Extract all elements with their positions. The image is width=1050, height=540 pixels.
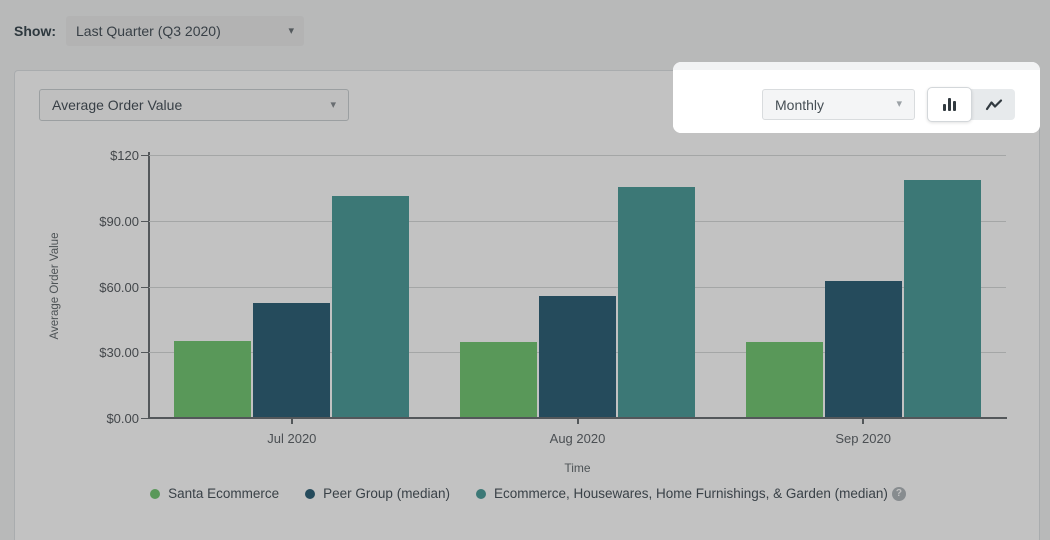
gridline <box>149 155 1006 156</box>
x-tick-label: Jul 2020 <box>267 431 317 446</box>
legend-label: Santa Ecommerce <box>168 486 280 501</box>
legend-item[interactable]: Ecommerce, Housewares, Home Furnishings,… <box>475 486 906 501</box>
x-tick-label: Aug 2020 <box>549 431 606 446</box>
show-label: Show: <box>14 23 56 39</box>
chart-panel: Average Order Value ▾ Average Order Valu… <box>14 70 1040 540</box>
x-axis-line <box>148 417 1007 419</box>
interval-selector-value: Monthly <box>775 96 825 113</box>
bar[interactable] <box>539 296 616 417</box>
y-axis-tick <box>141 220 148 222</box>
legend-swatch <box>150 488 161 499</box>
x-axis-tick <box>576 419 579 424</box>
y-axis-tick <box>141 155 148 156</box>
bar[interactable] <box>824 281 902 417</box>
x-tick-label: Sep 2020 <box>835 431 891 446</box>
y-tick-label: $90.00 <box>99 213 139 229</box>
y-axis-tick <box>141 352 148 354</box>
chevron-down-icon: ▾ <box>330 98 336 111</box>
toolbar: Show: Last Quarter (Q3 2020) ▾ <box>14 16 304 46</box>
x-axis-title: Time <box>564 461 591 475</box>
line-chart-toggle-button[interactable] <box>972 89 1015 120</box>
legend-swatch <box>475 488 486 499</box>
bar[interactable] <box>745 341 823 417</box>
legend-item[interactable]: Santa Ecommerce <box>150 486 279 501</box>
metric-selector-value: Average Order Value <box>52 97 183 113</box>
y-axis-tick <box>141 286 148 288</box>
legend-item[interactable]: Peer Group (median) <box>305 486 450 501</box>
chevron-down-icon: ▾ <box>896 98 902 110</box>
y-tick-label: $120 <box>110 148 139 163</box>
bar[interactable] <box>174 341 252 417</box>
y-tick-label: $30.00 <box>99 345 139 361</box>
help-icon[interactable]: ? <box>891 486 906 501</box>
bar[interactable] <box>332 195 410 417</box>
period-selector[interactable]: Last Quarter (Q3 2020) ▾ <box>66 16 304 46</box>
legend-label: Ecommerce, Housewares, Home Furnishings,… <box>493 486 888 501</box>
chevron-down-icon: ▾ <box>288 24 294 37</box>
x-axis-tick <box>290 419 293 424</box>
gridline <box>149 220 1006 222</box>
metric-selector[interactable]: Average Order Value ▾ <box>39 89 349 121</box>
x-axis-tick <box>862 419 865 424</box>
y-axis-tick <box>141 418 148 419</box>
bar[interactable] <box>618 186 695 417</box>
gridline <box>149 286 1006 288</box>
line-chart-icon <box>985 98 1002 110</box>
y-axis-line <box>148 152 150 418</box>
bar[interactable] <box>460 341 537 417</box>
legend-label: Peer Group (median) <box>323 486 450 501</box>
y-axis-title: Average Order Value <box>49 232 61 340</box>
interval-selector[interactable]: Monthly ▾ <box>762 89 915 120</box>
y-tick-label: $60.00 <box>99 279 139 295</box>
y-tick-label: $0.00 <box>106 411 139 426</box>
bar[interactable] <box>903 180 981 417</box>
period-selector-value: Last Quarter (Q3 2020) <box>76 23 221 39</box>
chart-type-toggle <box>927 87 1015 122</box>
bar-chart-icon <box>943 98 956 111</box>
bar-chart-toggle-button[interactable] <box>927 87 972 122</box>
bar-chart-plot-area: $120 $90.00 $60.00 $30.00 $0.00 Jul 2020 Aug 2… <box>99 148 1007 446</box>
bar[interactable] <box>253 303 331 417</box>
legend-swatch <box>305 488 316 499</box>
chart-legend: Santa Ecommerce Peer Group (median) Ecomme… <box>15 486 1041 501</box>
onboarding-spotlight: Monthly ▾ <box>673 62 1040 133</box>
